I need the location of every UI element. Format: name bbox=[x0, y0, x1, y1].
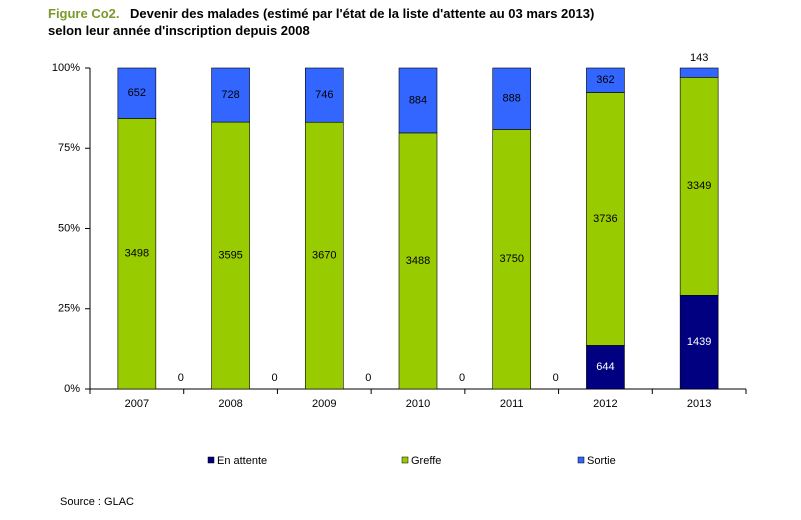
x-tick-label: 2013 bbox=[687, 398, 711, 410]
bar-segment bbox=[679, 295, 719, 390]
x-tick-label: 2007 bbox=[125, 398, 149, 410]
data-label: 1439 bbox=[687, 336, 711, 348]
bar-segment bbox=[398, 67, 438, 134]
data-label: 143 bbox=[690, 52, 708, 64]
data-label: 0 bbox=[553, 372, 559, 384]
data-label: 3595 bbox=[218, 249, 242, 261]
legend-swatch bbox=[577, 456, 585, 464]
bar-segment bbox=[492, 129, 532, 390]
bar-segment bbox=[586, 67, 625, 93]
chart-subtitle: selon leur année d'inscription depuis 20… bbox=[48, 23, 310, 38]
data-label: 3349 bbox=[687, 180, 711, 192]
data-label: 3488 bbox=[406, 255, 430, 267]
x-tick-label: 2012 bbox=[593, 398, 617, 410]
bar-segment bbox=[679, 77, 719, 296]
data-label: 0 bbox=[365, 372, 371, 384]
x-tick-label: 2008 bbox=[218, 398, 242, 410]
figure-label: Figure Co2. bbox=[48, 6, 120, 21]
data-label: 0 bbox=[178, 372, 184, 384]
x-tick-label: 2011 bbox=[500, 398, 524, 410]
bar-segment bbox=[679, 67, 719, 78]
data-label: 746 bbox=[315, 89, 333, 101]
x-tick-label: 2010 bbox=[406, 398, 430, 410]
data-label: 362 bbox=[596, 74, 614, 86]
bar-segment bbox=[117, 118, 157, 390]
data-label: 3498 bbox=[125, 248, 149, 260]
y-tick-label: 75% bbox=[58, 142, 80, 154]
data-label: 0 bbox=[459, 372, 465, 384]
legend-swatch bbox=[401, 456, 409, 464]
bar-segment bbox=[117, 67, 157, 119]
data-label: 3670 bbox=[312, 250, 336, 262]
bar-segment bbox=[586, 345, 625, 390]
bar-segment bbox=[304, 67, 344, 123]
bar-segment bbox=[211, 67, 250, 123]
data-label: 3736 bbox=[593, 213, 617, 225]
bar-segment bbox=[211, 121, 250, 390]
data-label: 0 bbox=[272, 372, 278, 384]
legend-label: En attente bbox=[217, 455, 267, 467]
data-label: 728 bbox=[221, 89, 239, 101]
bar-segment bbox=[492, 67, 532, 130]
legend-label: Greffe bbox=[411, 455, 441, 467]
data-label: 884 bbox=[409, 94, 427, 106]
y-tick-label: 0% bbox=[64, 383, 80, 395]
data-label: 888 bbox=[503, 93, 521, 105]
data-label: 652 bbox=[128, 87, 146, 99]
legend-label: Sortie bbox=[587, 455, 616, 467]
y-tick-label: 100% bbox=[52, 62, 80, 74]
bar-segment bbox=[304, 121, 344, 390]
bar-segment bbox=[586, 92, 625, 346]
chart-title: Devenir des malades (estimé par l'état d… bbox=[130, 6, 594, 21]
data-label: 644 bbox=[596, 361, 614, 373]
y-tick-label: 25% bbox=[58, 303, 80, 315]
legend-swatch bbox=[207, 456, 215, 464]
source: Source : GLAC bbox=[60, 496, 134, 508]
data-label: 3750 bbox=[499, 253, 523, 265]
y-tick-label: 50% bbox=[58, 222, 80, 234]
x-tick-label: 2009 bbox=[312, 398, 336, 410]
